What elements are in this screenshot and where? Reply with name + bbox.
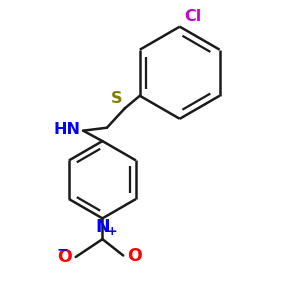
Text: O: O xyxy=(57,248,72,266)
Text: −: − xyxy=(56,243,68,256)
Text: +: + xyxy=(107,225,118,238)
Text: N: N xyxy=(95,218,110,236)
Text: HN: HN xyxy=(53,122,80,137)
Text: S: S xyxy=(111,91,122,106)
Text: Cl: Cl xyxy=(184,9,201,24)
Text: O: O xyxy=(127,247,142,265)
